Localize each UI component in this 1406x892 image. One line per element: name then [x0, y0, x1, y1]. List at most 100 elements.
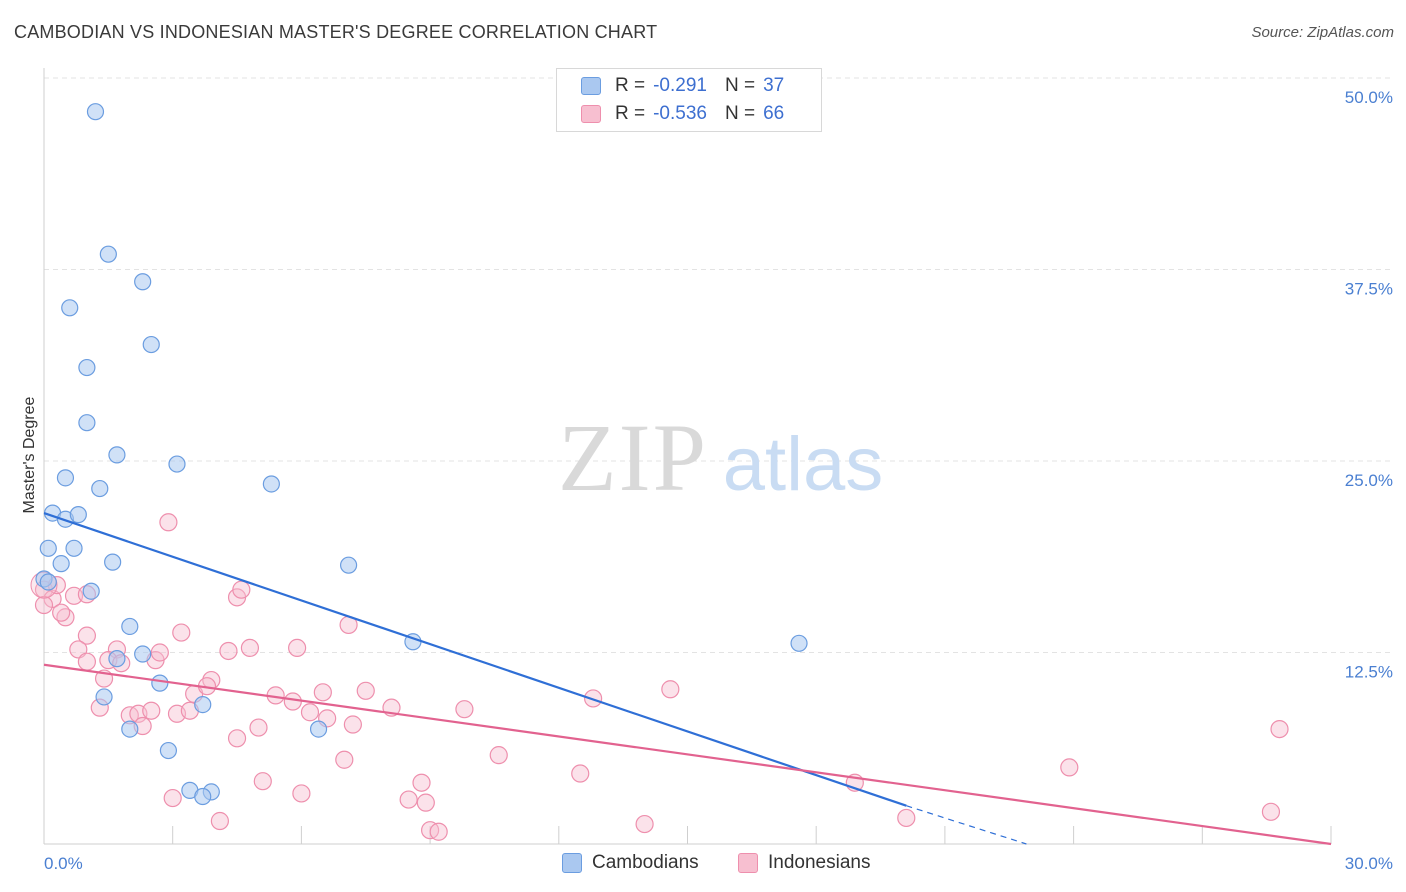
indonesian-point-46 [335, 750, 354, 769]
watermark-zip: ZIP [558, 404, 708, 511]
indonesian-point-32 [661, 680, 680, 699]
cambodian-point-10 [91, 479, 109, 498]
cambodian-point-2 [134, 273, 152, 291]
cambodian-point-28 [151, 674, 169, 692]
cambodian-point-21 [39, 573, 57, 591]
indonesian-point-62 [1261, 802, 1281, 821]
cambodian-point-29 [95, 688, 113, 706]
indonesian-r-value: -0.536 [653, 103, 707, 124]
chart-title: CAMBODIAN VS INDONESIAN MASTER'S DEGREE … [14, 22, 658, 42]
indonesian-point-60 [635, 814, 654, 834]
cambodian-point-30 [194, 695, 212, 714]
indonesian-point-27 [313, 683, 332, 702]
tick-labels: 12.5% 25.0% 37.5% 50.0% 0.0% 30.0% [44, 88, 1393, 873]
cambodian-point-18 [104, 553, 122, 571]
indonesian-point-65 [150, 643, 169, 662]
y-tick-label-0: 12.5% [1345, 663, 1393, 682]
indonesian-point-8 [232, 580, 251, 599]
cambodian-point-27 [108, 650, 126, 668]
indonesian-point-0 [159, 513, 178, 532]
cambodian-point-6 [78, 414, 96, 432]
indonesian-point-49 [1270, 719, 1289, 739]
n-label: N = [724, 103, 756, 124]
cambodian-legend-swatch [562, 853, 582, 873]
cambodian-point-32 [121, 720, 139, 738]
grid-lines [44, 77, 1392, 653]
x-tick-label-max: 30.0% [1345, 854, 1393, 873]
cambodian-point-15 [39, 539, 57, 557]
cambodian-point-33 [159, 741, 178, 760]
cambodian-point-16 [65, 539, 83, 557]
y-tick-label-3: 50.0% [1345, 88, 1393, 107]
cambodian-point-1 [99, 245, 117, 263]
watermark-atlas: atlas [723, 422, 884, 507]
indonesian-n-value: 66 [763, 103, 785, 124]
correlation-legend: R = -0.291 N = 37 R = -0.536 N = 66 [556, 68, 822, 132]
series-legend: Cambodians Indonesians [0, 852, 1406, 878]
legend-row-cambodians: R = -0.291 N = 37 [581, 73, 784, 99]
cambodian-legend-label: Cambodians [592, 852, 699, 873]
y-tick-label-1: 25.0% [1345, 471, 1393, 490]
indonesian-point-12 [69, 640, 88, 659]
indonesian-point-3 [34, 595, 54, 615]
axes [43, 68, 1332, 845]
cambodian-point-11 [262, 475, 280, 493]
indonesian-point-10 [77, 626, 97, 645]
indonesian-point-56 [416, 793, 435, 812]
indonesian-point-51 [412, 773, 431, 792]
watermark: ZIP atlas [558, 404, 883, 511]
indonesian-point-50 [253, 772, 272, 791]
indonesian-point-57 [210, 811, 229, 831]
source-label: Source: ZipAtlas.com [1251, 24, 1394, 41]
indonesian-legend-swatch [738, 853, 758, 873]
cambodian-point-3 [61, 299, 79, 317]
indonesian-point-42 [249, 718, 268, 737]
r-label: R = [615, 75, 646, 96]
y-axis-title: Master's Degree [21, 396, 38, 513]
cambodian-point-8 [168, 455, 186, 473]
y-tick-label-2: 37.5% [1345, 280, 1393, 299]
indonesian-point-11 [172, 623, 191, 642]
indonesian-point-17 [77, 652, 97, 671]
cambodian-point-23 [121, 617, 139, 636]
indonesian-point-16 [288, 638, 307, 658]
r-label: R = [615, 103, 646, 124]
indonesian-point-48 [1060, 758, 1079, 777]
n-label: N = [724, 75, 756, 96]
cambodian-point-0 [86, 103, 105, 121]
legend-item-cambodians: Cambodians [562, 852, 699, 874]
cambodian-r-value: -0.291 [653, 75, 707, 96]
indonesian-point-59 [429, 822, 448, 841]
indonesian-trendline [43, 663, 1332, 846]
trendlines [43, 512, 1332, 846]
indonesian-swatch [581, 105, 601, 123]
indonesian-point-36 [142, 701, 161, 720]
indonesian-point-41 [343, 715, 362, 734]
indonesian-point-26 [283, 692, 302, 711]
cambodian-point-9 [56, 469, 75, 487]
cambodian-point-19 [339, 556, 358, 574]
indonesian-point-28 [356, 681, 375, 700]
cambodian-point-36 [194, 787, 212, 806]
indonesian-point-6 [52, 603, 71, 622]
indonesian-point-55 [399, 790, 418, 809]
cambodian-point-4 [142, 335, 160, 354]
cambodian-point-25 [790, 634, 808, 652]
indonesian-point-30 [455, 700, 474, 719]
legend-item-indonesians: Indonesians [738, 852, 870, 874]
cambodian-trendline [43, 512, 907, 807]
indonesian-point-47 [571, 764, 590, 783]
cambodian-point-22 [82, 582, 100, 600]
cambodian-swatch [581, 77, 601, 95]
cambodian-point-5 [78, 358, 96, 377]
indonesian-point-15 [240, 638, 260, 658]
indonesian-legend-label: Indonesians [768, 852, 871, 873]
cambodian-point-7 [108, 446, 126, 464]
cambodian-point-26 [134, 645, 152, 663]
indonesian-point-14 [219, 641, 238, 661]
cambodian-point-14 [69, 506, 87, 524]
cambodian-point-31 [309, 720, 328, 738]
indonesian-point-44 [227, 729, 247, 748]
legend-row-indonesians: R = -0.536 N = 66 [581, 101, 784, 127]
